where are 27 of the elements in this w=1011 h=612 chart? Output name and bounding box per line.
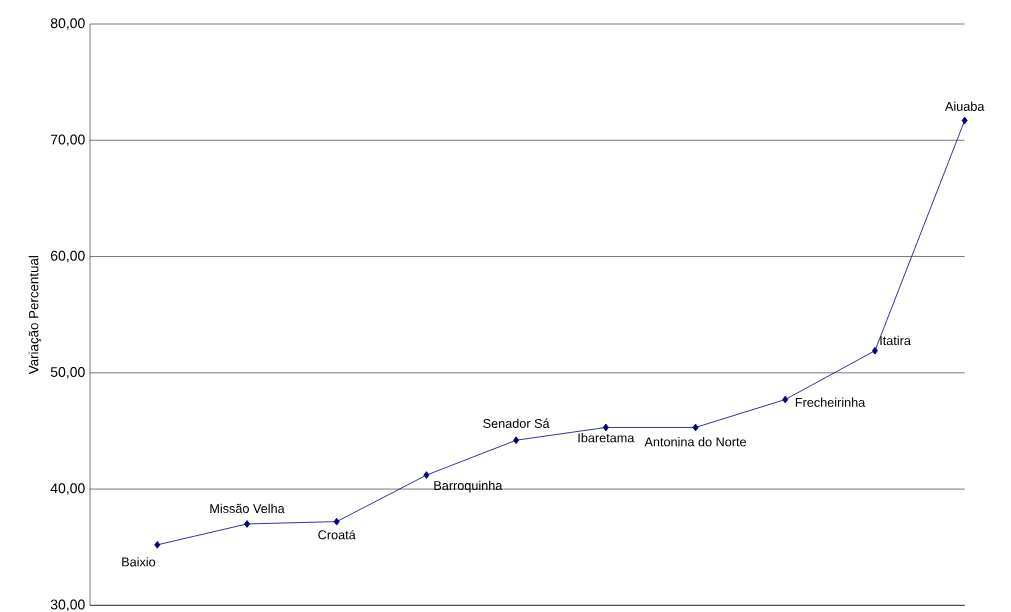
point bbox=[513, 436, 520, 445]
point bbox=[154, 541, 161, 549]
y-tick-label: 40,00 bbox=[50, 483, 85, 495]
annotation: Barroquinha bbox=[434, 480, 503, 493]
annotation: Antonina do Norte bbox=[644, 437, 747, 447]
point bbox=[333, 517, 340, 526]
annotation: Aiuaba bbox=[944, 101, 985, 111]
annotation: Itatira bbox=[880, 335, 911, 346]
annotation: Senador Sá bbox=[483, 418, 550, 428]
annotation: Ibaretama bbox=[578, 433, 635, 443]
y-tick-label: 50,00 bbox=[50, 367, 85, 379]
annotation: Croatá bbox=[318, 529, 356, 540]
point bbox=[602, 423, 609, 432]
y-tick-label: 30,00 bbox=[50, 599, 85, 612]
y-tick-label: 70,00 bbox=[50, 134, 85, 147]
y-axis-title: Variação Percentual bbox=[28, 256, 42, 375]
y-tick-label: 80,00 bbox=[50, 18, 85, 30]
annotation: Missão Velha bbox=[210, 503, 285, 514]
point bbox=[871, 346, 878, 355]
annotation: Frecheirinha bbox=[795, 397, 866, 407]
y-tick-label: 60,00 bbox=[50, 250, 85, 263]
point bbox=[243, 520, 250, 528]
annotation: Baixio bbox=[122, 557, 156, 567]
point bbox=[782, 395, 789, 404]
point bbox=[692, 423, 699, 432]
point bbox=[961, 116, 968, 125]
point bbox=[423, 471, 430, 479]
